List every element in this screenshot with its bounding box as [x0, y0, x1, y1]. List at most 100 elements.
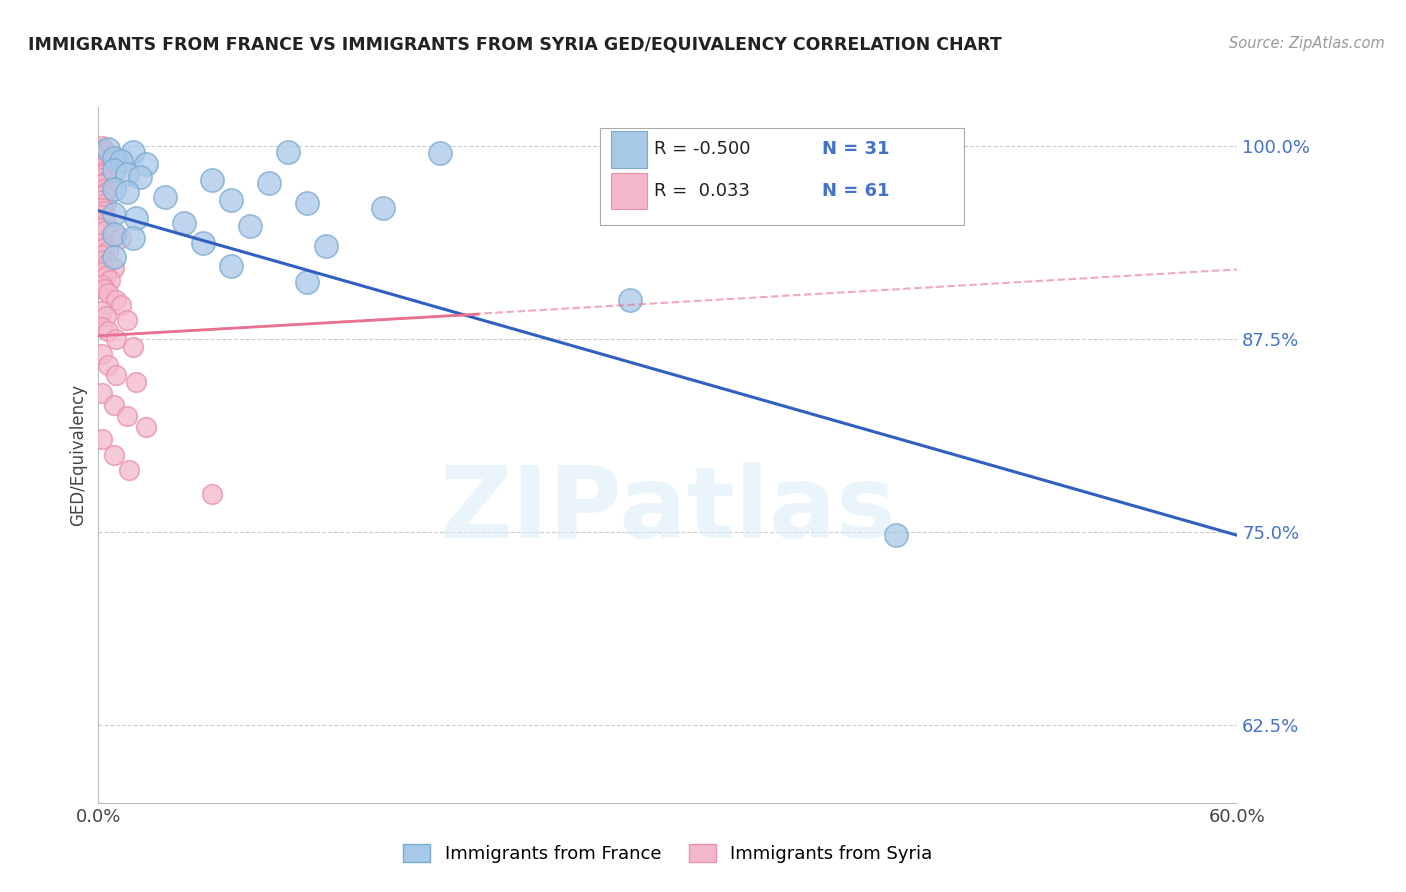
Point [191, 236, 214, 251]
Point [93, 253, 115, 268]
Text: ZIPatlas: ZIPatlas [440, 462, 896, 559]
Point [93, 188, 115, 202]
Point [104, 293, 127, 308]
Point [91, 201, 114, 215]
Point [239, 219, 262, 233]
Point [94, 216, 117, 230]
Point [103, 260, 125, 275]
Point [97, 142, 120, 156]
Point [115, 409, 138, 424]
Point [93, 148, 115, 162]
Point [125, 211, 148, 226]
Point [94, 145, 117, 159]
Point [103, 399, 125, 413]
Point [297, 195, 319, 210]
Point [277, 145, 299, 159]
Point [103, 250, 125, 264]
Point [94, 195, 117, 210]
Point [97, 285, 120, 300]
Text: R = -0.500: R = -0.500 [654, 140, 751, 158]
Point [297, 275, 319, 289]
Point [315, 239, 337, 253]
Point [135, 157, 157, 171]
Point [104, 368, 127, 382]
Point [115, 167, 138, 181]
Point [94, 309, 117, 323]
Point [121, 145, 143, 159]
Point [97, 324, 120, 338]
Point [121, 231, 143, 245]
Point [94, 174, 117, 188]
Point [93, 213, 115, 227]
Point [884, 528, 907, 542]
Point [201, 486, 224, 500]
Point [91, 193, 114, 207]
Point [91, 138, 114, 153]
Y-axis label: GED/Equivalency: GED/Equivalency [69, 384, 87, 526]
Point [103, 207, 125, 221]
Point [98, 273, 121, 287]
Point [93, 203, 115, 218]
Point [115, 185, 138, 199]
Point [97, 244, 120, 258]
Text: N = 31: N = 31 [821, 140, 889, 158]
Point [118, 463, 141, 477]
Point [91, 433, 114, 447]
Point [371, 201, 394, 215]
Point [91, 178, 114, 192]
Point [93, 224, 115, 238]
Point [121, 340, 143, 354]
Point [129, 169, 152, 184]
Point [91, 248, 114, 262]
Point [97, 256, 120, 270]
Point [103, 151, 125, 165]
Point [91, 319, 114, 334]
Point [93, 142, 115, 156]
FancyBboxPatch shape [612, 131, 647, 168]
Point [97, 358, 120, 372]
FancyBboxPatch shape [599, 128, 965, 226]
Point [221, 260, 243, 274]
Point [153, 190, 176, 204]
Point [125, 376, 148, 390]
Point [91, 236, 114, 251]
Point [110, 154, 132, 169]
Point [103, 448, 125, 462]
Point [110, 298, 132, 312]
Point [91, 157, 114, 171]
Text: Source: ZipAtlas.com: Source: ZipAtlas.com [1229, 36, 1385, 51]
Point [93, 283, 115, 297]
Point [93, 241, 115, 255]
Point [91, 386, 114, 401]
Point [429, 146, 451, 161]
Point [91, 347, 114, 361]
Text: N = 61: N = 61 [821, 182, 889, 200]
Point [619, 293, 641, 308]
Legend: Immigrants from France, Immigrants from Syria: Immigrants from France, Immigrants from … [396, 837, 939, 871]
Point [94, 268, 117, 283]
Point [93, 161, 115, 175]
Text: R =  0.033: R = 0.033 [654, 182, 751, 200]
Point [93, 182, 115, 196]
Point [94, 154, 117, 169]
Point [91, 277, 114, 292]
Point [94, 185, 117, 199]
Point [104, 332, 127, 346]
Point [94, 163, 117, 178]
Point [103, 163, 125, 178]
Point [173, 216, 195, 230]
Point [221, 193, 243, 207]
Point [110, 231, 132, 245]
FancyBboxPatch shape [612, 173, 647, 210]
Point [91, 171, 114, 186]
Point [115, 313, 138, 327]
Point [91, 265, 114, 279]
Point [259, 176, 281, 190]
Point [103, 182, 125, 196]
Point [103, 228, 125, 243]
Point [97, 151, 120, 165]
Point [91, 208, 114, 222]
Text: IMMIGRANTS FROM FRANCE VS IMMIGRANTS FROM SYRIA GED/EQUIVALENCY CORRELATION CHAR: IMMIGRANTS FROM FRANCE VS IMMIGRANTS FRO… [28, 36, 1002, 54]
Point [201, 172, 224, 186]
Point [135, 420, 157, 434]
